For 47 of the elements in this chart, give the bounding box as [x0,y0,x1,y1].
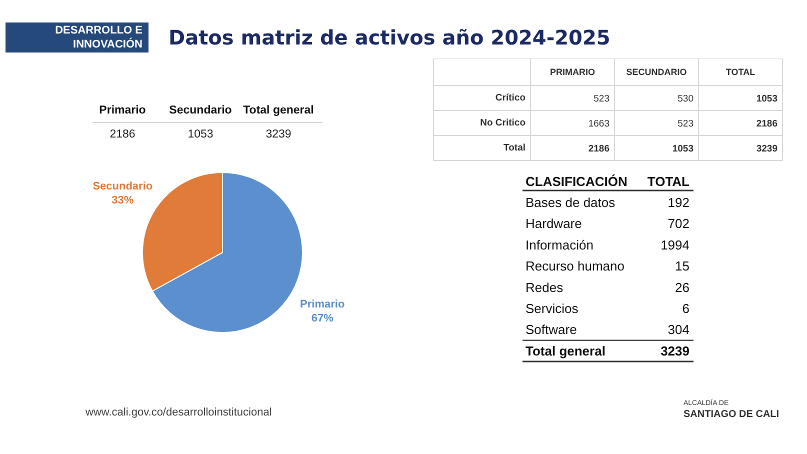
data-label: 192 [668,195,690,210]
category-label: Primario [99,104,146,116]
category-label: Total [504,142,526,154]
category-label: Bases de datos [526,195,616,210]
data-label: 702 [668,216,690,232]
data-label: 3239 [756,144,778,154]
data-label: 1663 [588,118,610,130]
category-label: Total general [243,104,314,116]
category-label: Crítico [495,92,526,104]
data-label: 530 [678,94,694,104]
data-label: 15 [675,258,690,274]
data-label: 1053 [756,94,778,104]
category-label: Recurso humano [526,258,624,274]
slice-label: Primario [300,298,345,310]
data-label: 26 [675,280,690,295]
data-label: 33% [112,194,134,207]
text: SECUNDARIO [626,67,687,77]
category-label: No Critico [480,118,526,128]
category-label: Software [526,322,577,338]
text: CLASIFICACIÓN [526,174,628,189]
data-label: 523 [678,118,694,130]
text: DESARROLLO E INNOVACIÓN [55,24,143,51]
text: TOTAL [726,67,756,77]
series-label: PRIMARIO [550,67,595,77]
text: www.cali.gov.co/desarrolloinstitucional [84,406,272,418]
text: Datos matriz de activos año 2024-2025 [168,26,610,50]
category-label: Redes [526,280,564,295]
series-label: TOTAL [647,174,690,189]
data-label: 2186 [110,128,136,140]
data-label: 1994 [660,237,690,252]
data-label: 67% [311,312,334,325]
category-label: Secundario [169,104,232,116]
slice-label: Secundario [92,180,153,192]
text: SANTIAGO DE CALI [684,409,780,420]
data-label: 3239 [266,128,292,140]
data-label: 6 [682,301,690,316]
category-label: Total general [526,343,606,358]
data-label: 1053 [672,144,694,154]
category-label: Hardware [526,216,582,232]
category-label: Servicios [526,301,579,316]
data-label: 523 [594,94,610,104]
data-label: 1053 [188,128,214,140]
data-label: 3239 [660,343,690,358]
data-label: 2186 [588,144,610,154]
data-label: 304 [668,322,690,338]
data-label: 2186 [756,118,778,130]
category-label: Información [526,237,594,252]
